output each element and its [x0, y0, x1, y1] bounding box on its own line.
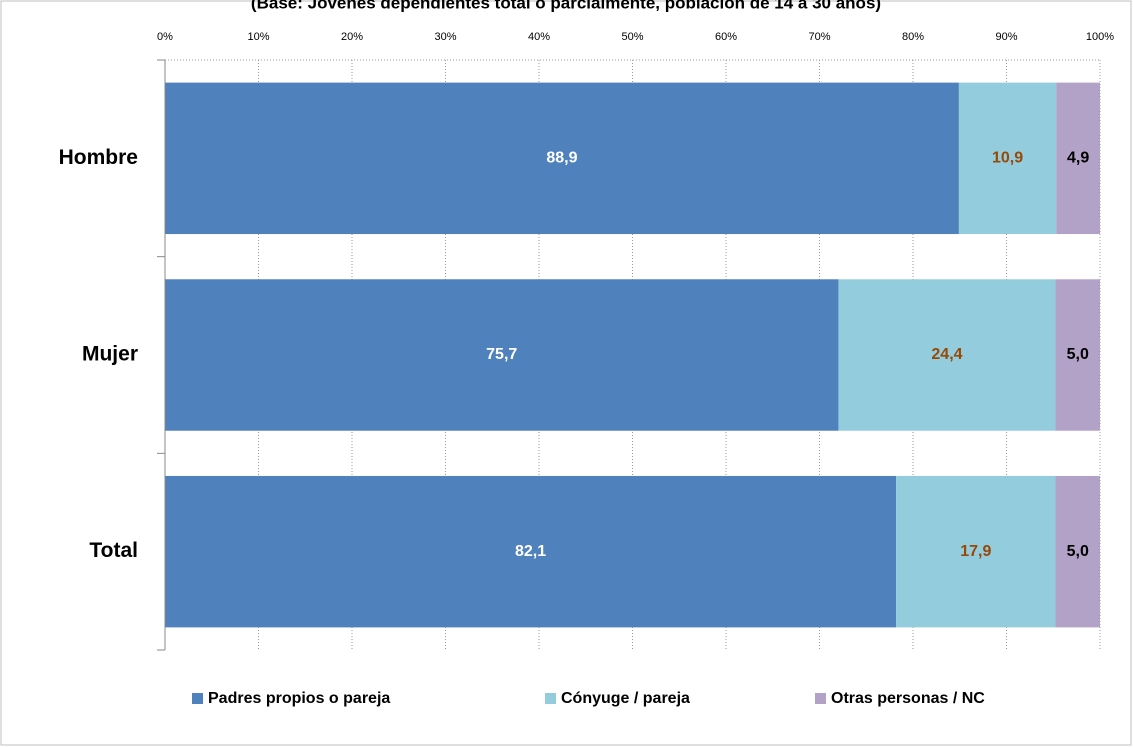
bar-segment — [838, 279, 1056, 431]
bar-segment — [165, 82, 959, 235]
y-tick-label: Hombre — [59, 146, 138, 169]
bar-segment — [165, 279, 839, 431]
bar-segment — [1055, 475, 1100, 628]
x-tick-label: 50% — [621, 31, 643, 43]
x-tick-label: 40% — [528, 31, 550, 43]
bar-segment — [1055, 279, 1100, 431]
y-tick-label: Mujer — [82, 343, 138, 366]
x-tick-label: 80% — [902, 31, 924, 43]
value-label: 88,9 — [546, 150, 577, 167]
x-tick-label: 30% — [434, 31, 456, 43]
x-tick-label: 60% — [715, 31, 737, 43]
y-tick-label: Total — [89, 539, 138, 562]
x-tick-label: 100% — [1086, 31, 1114, 43]
value-label: 75,7 — [486, 346, 517, 363]
value-label: 82,1 — [515, 543, 546, 560]
bar-segment — [1056, 82, 1100, 235]
legend-swatch — [192, 693, 203, 704]
legend-swatch — [545, 693, 556, 704]
value-label: 4,9 — [1067, 150, 1089, 167]
x-tick-label: 70% — [808, 31, 830, 43]
legend-label: Cónyuge / pareja — [561, 690, 690, 707]
x-tick-label: 20% — [341, 31, 363, 43]
legend-swatch — [815, 693, 826, 704]
value-label: 5,0 — [1067, 346, 1089, 363]
bar-segment — [896, 475, 1056, 628]
bar-segment — [958, 82, 1057, 235]
chart-title: (Base: Jóvenes dependientes total o parc… — [251, 0, 881, 12]
legend-label: Padres propios o pareja — [208, 690, 390, 707]
bar-segment — [165, 475, 897, 628]
x-tick-label: 0% — [157, 31, 173, 43]
x-tick-label: 90% — [995, 31, 1017, 43]
x-tick-label: 10% — [247, 31, 269, 43]
value-label: 24,4 — [931, 346, 962, 363]
value-label: 5,0 — [1067, 543, 1089, 560]
legend-label: Otras personas / NC — [831, 690, 985, 707]
value-label: 10,9 — [992, 150, 1023, 167]
value-label: 17,9 — [960, 543, 991, 560]
